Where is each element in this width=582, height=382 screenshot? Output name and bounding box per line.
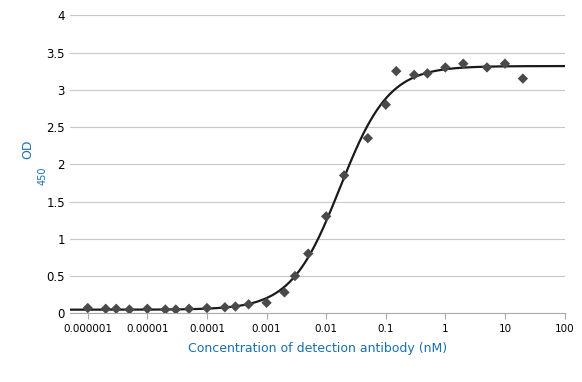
Point [184,306,194,312]
Point [230,303,240,309]
Point [220,304,229,310]
Point [244,301,253,308]
Point [459,61,468,67]
X-axis label: Concentration of detection antibody (nM): Concentration of detection antibody (nM) [187,342,447,355]
Point [280,289,289,295]
Point [381,102,391,108]
Point [125,306,134,312]
Point [203,305,212,311]
Point [339,172,349,178]
Point [112,306,121,312]
Point [423,70,432,76]
Text: 450: 450 [38,167,48,185]
Text: OD: OD [22,139,34,159]
Point [321,213,331,219]
Point [410,72,419,78]
Point [363,135,372,141]
Point [143,306,152,312]
Point [101,306,111,312]
Point [441,65,450,71]
Point [304,251,313,257]
Point [392,68,401,74]
Point [501,61,510,67]
Point [171,306,180,312]
Point [161,306,170,312]
Point [83,305,93,311]
Point [290,273,300,279]
Point [262,300,271,306]
Point [518,76,527,82]
Point [482,65,492,71]
